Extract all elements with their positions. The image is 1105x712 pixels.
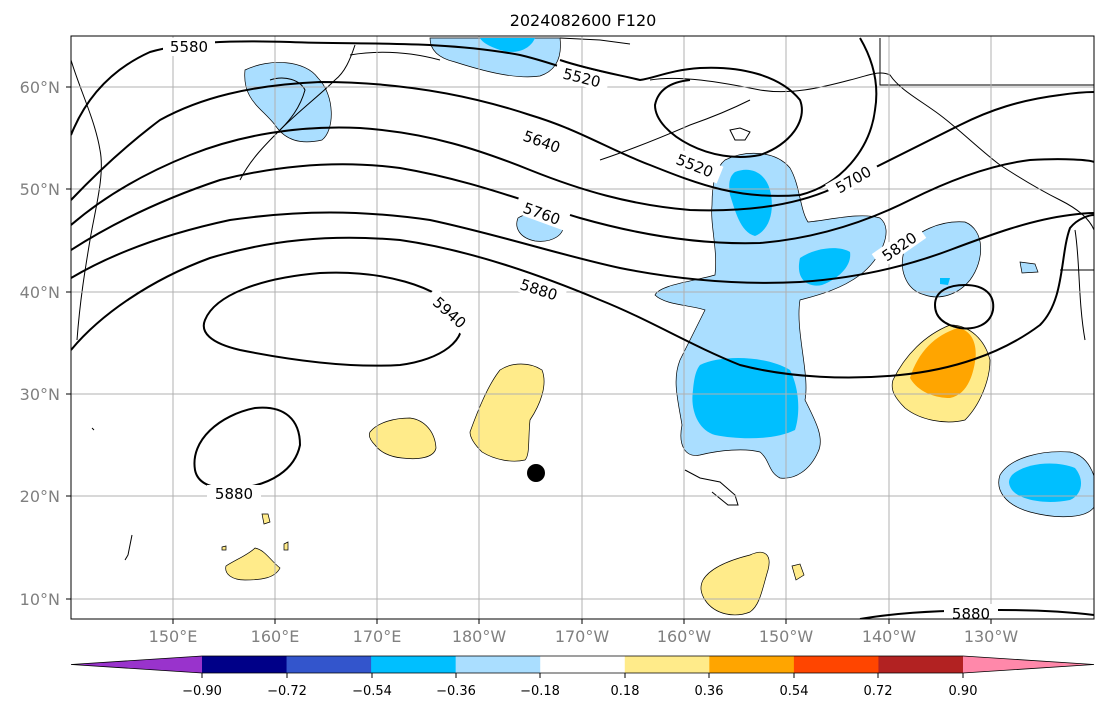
strong-negative-anomaly-shading (480, 38, 1082, 502)
longitude-label: 180°W (452, 627, 507, 646)
longitude-label: 160°E (251, 627, 300, 646)
colorbar-ticks (201, 673, 964, 678)
colorbar-tick-label: 0.72 (864, 684, 893, 699)
colorbar-segment (793, 656, 879, 673)
colorbar-tick-label: 0.90 (949, 684, 978, 699)
latitude-label: 60°N (20, 78, 60, 97)
colorbar-tick-label: −0.90 (182, 684, 222, 699)
longitude-label: 150°E (149, 627, 198, 646)
colorbar-segments (71, 656, 1094, 673)
latitude-label: 10°N (20, 590, 60, 609)
longitude-label: 150°W (759, 627, 814, 646)
colorbar-segment (286, 656, 372, 673)
longitude-label: 140°W (862, 627, 917, 646)
colorbar-segment (878, 656, 964, 673)
latitude-label: 20°N (20, 487, 60, 506)
colorbar: −0.90 −0.72 −0.54 −0.36 −0.18 0.18 0.36 … (70, 655, 1095, 699)
contour-label: 5880 (215, 485, 253, 503)
latitude-label: 30°N (20, 385, 60, 404)
longitude-label: 160°W (657, 627, 712, 646)
colorbar-segment (540, 656, 626, 673)
location-marker (527, 464, 545, 482)
longitude-label: 130°W (964, 627, 1019, 646)
strong-positive-anomaly-shading (910, 328, 976, 398)
colorbar-segment (709, 656, 795, 673)
contour-label: 5580 (170, 38, 208, 56)
colorbar-extend-high (963, 656, 1094, 673)
colorbar-segment (455, 656, 541, 673)
colorbar-tick-label: −0.54 (352, 684, 392, 699)
colorbar-tick-label: −0.72 (267, 684, 307, 699)
latitude-label: 50°N (20, 180, 60, 199)
latitude-label: 40°N (20, 283, 60, 302)
longitude-label: 170°E (353, 627, 402, 646)
longitude-label: 170°W (555, 627, 610, 646)
colorbar-extend-low (71, 656, 202, 673)
colorbar-tick-label: −0.18 (520, 684, 560, 699)
map-panel: 5580 5520 5640 5520 5760 5700 5820 5880 … (71, 36, 1094, 623)
colorbar-segment (202, 656, 288, 673)
map-title: 2024082600 F120 (510, 11, 657, 30)
contour-label: 5880 (952, 605, 990, 623)
longitude-axis: 150°E 160°E 170°E 180°W 170°W 160°W 150°… (149, 619, 1019, 646)
colorbar-segment (371, 656, 457, 673)
colorbar-segment (624, 656, 710, 673)
height-contours (71, 37, 1094, 619)
colorbar-tick-label: −0.36 (436, 684, 476, 699)
colorbar-tick-label: 0.18 (611, 684, 640, 699)
colorbar-tick-label: 0.54 (780, 684, 809, 699)
colorbar-tick-label: 0.36 (695, 684, 724, 699)
coastlines (71, 37, 1094, 561)
latitude-axis: 60°N 50°N 40°N 30°N 20°N 10°N (20, 78, 71, 609)
